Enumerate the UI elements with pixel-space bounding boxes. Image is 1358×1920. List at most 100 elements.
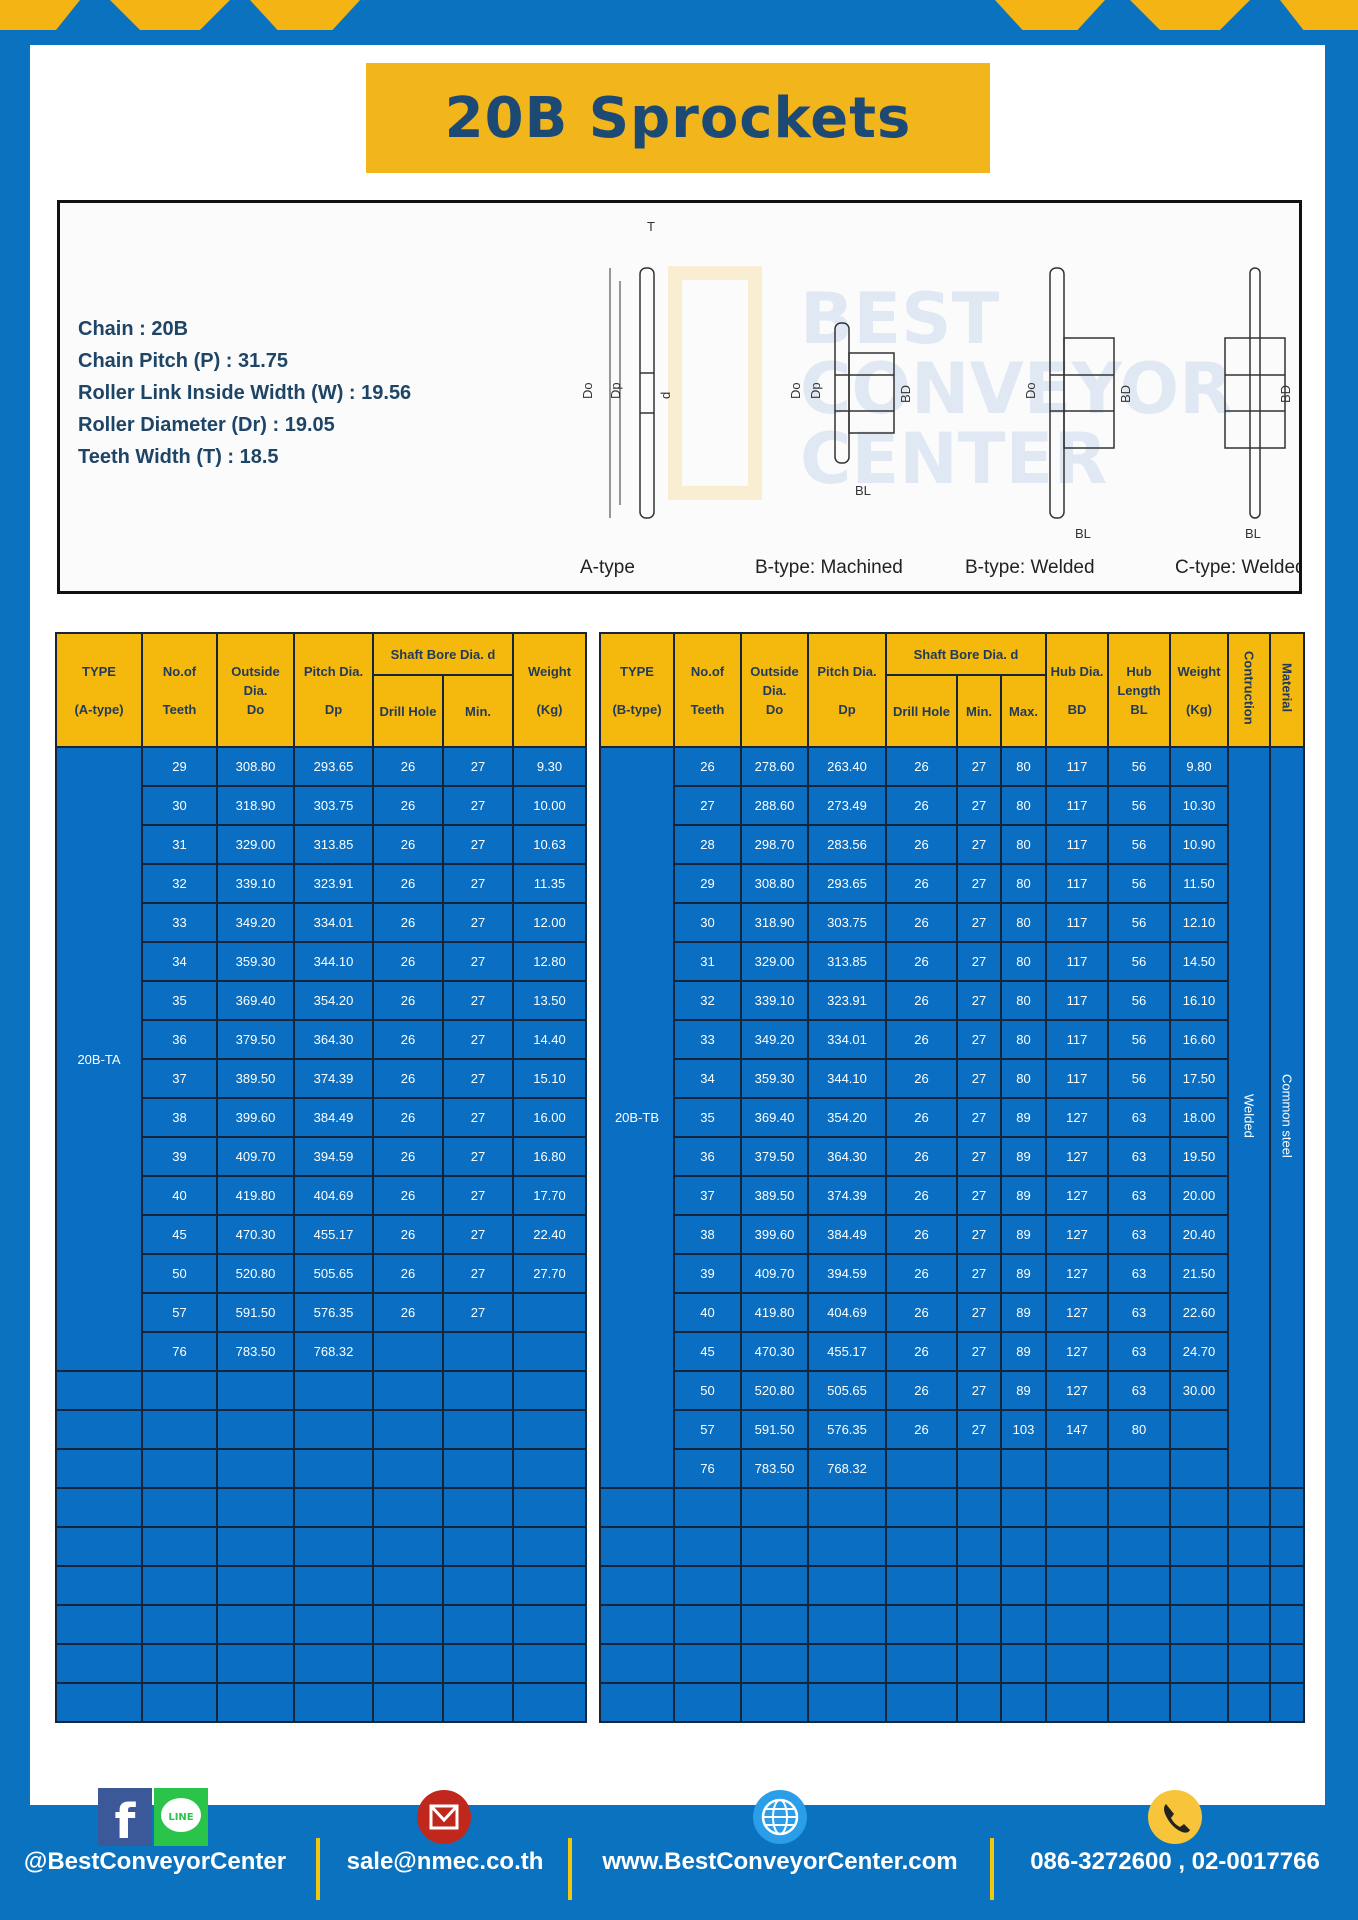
table-cell: 15.10 — [512, 1058, 587, 1099]
svg-text:BEST: BEST — [800, 278, 1000, 360]
table-row: 34 359.30 344.10 26 27 12.80 — [56, 941, 587, 982]
sprocket-c-welded — [1224, 267, 1286, 519]
email-contact[interactable]: sale@nmec.co.th — [330, 1780, 560, 1920]
table-cell: 40 — [673, 1292, 742, 1333]
empty-cell — [807, 1565, 887, 1606]
empty-cell — [1107, 1682, 1172, 1723]
table-cell: 89 — [999, 1214, 1048, 1255]
header-type: TYPE (B-type) — [599, 632, 675, 748]
table-cell: 389.50 — [216, 1058, 295, 1099]
table-cell: 26 — [885, 1409, 958, 1450]
blank-row — [599, 1604, 1306, 1645]
email-address[interactable]: sale@nmec.co.th — [346, 1848, 544, 1875]
empty-cell — [372, 1487, 444, 1528]
table-cell: 26 — [885, 863, 958, 904]
table-cell: 63 — [1107, 1097, 1172, 1138]
empty-cell — [216, 1643, 295, 1684]
table-cell: 20.40 — [1169, 1214, 1230, 1255]
table-cell: 394.59 — [293, 1136, 374, 1177]
table-cell: 21.50 — [1169, 1253, 1230, 1294]
empty-cell — [807, 1604, 887, 1645]
empty-cell — [442, 1370, 514, 1411]
table-cell: 38 — [673, 1214, 742, 1255]
table-cell: 36 — [673, 1136, 742, 1177]
table-cell: 33 — [141, 902, 218, 943]
header-shaft-bore: Shaft Bore Dia. d — [884, 632, 1048, 676]
blank-row — [599, 1565, 1306, 1606]
table-cell: 16.60 — [1169, 1019, 1230, 1060]
table-row: 40 419.80 404.69 26 27 17.70 — [56, 1175, 587, 1216]
table-row: 37 389.50 374.39 26 27 15.10 — [56, 1058, 587, 1099]
table-cell: 293.65 — [807, 863, 887, 904]
table-cell: 26 — [372, 902, 444, 943]
empty-cell — [956, 1487, 1002, 1528]
table-cell: 50 — [141, 1253, 218, 1294]
table-cell: 89 — [999, 1175, 1048, 1216]
table-cell: 26 — [885, 902, 958, 943]
table-cell: 576.35 — [807, 1409, 887, 1450]
empty-cell — [1227, 1604, 1272, 1645]
table-cell: 20.00 — [1169, 1175, 1230, 1216]
empty-cell — [55, 1682, 143, 1723]
table-cell: 27 — [956, 746, 1002, 787]
watermark-logo: BEST CONVEYOR CENTER — [668, 266, 1233, 500]
table-cell: 17.50 — [1169, 1058, 1230, 1099]
svg-text:Do: Do — [580, 382, 595, 399]
table-cell: 76 — [673, 1448, 742, 1489]
table-cell: 56 — [1107, 1019, 1172, 1060]
table-cell: 45 — [673, 1331, 742, 1372]
header-hub-length: Hub Length BL — [1107, 632, 1172, 748]
empty-cell — [1107, 1565, 1172, 1606]
empty-cell — [1227, 1526, 1272, 1567]
table-cell: 27 — [956, 863, 1002, 904]
table-cell: 359.30 — [740, 1058, 809, 1099]
table-cell: 13.50 — [512, 980, 587, 1021]
spec-pitch: Chain Pitch (P) : 31.75 — [78, 350, 289, 372]
table-row: 50 520.80 505.65 26 27 89 127 63 30.00 — [600, 1370, 1304, 1411]
blank-row — [55, 1682, 587, 1723]
table-cell: 283.56 — [807, 824, 887, 865]
corner-stripe — [0, 0, 80, 30]
phone-contact[interactable]: 086-3272600 , 02-0017766 — [1000, 1780, 1350, 1920]
blank-row — [55, 1409, 587, 1450]
table-cell: 27 — [442, 1058, 514, 1099]
empty-cell — [673, 1682, 742, 1723]
social-contact[interactable]: f LINE @BestConveyorCenter — [10, 1780, 300, 1920]
empty-cell — [55, 1370, 143, 1411]
table-cell: 26 — [885, 1175, 958, 1216]
table-cell: 33 — [673, 1019, 742, 1060]
header-construction: Contruction — [1227, 632, 1272, 748]
spec-inside-width: Roller Link Inside Width (W) : 19.56 — [78, 382, 412, 404]
table-cell: 27 — [956, 980, 1002, 1021]
website-contact[interactable]: www.BestConveyorCenter.com — [580, 1780, 980, 1920]
table-cell: 10.63 — [512, 824, 587, 865]
table-cell — [956, 1448, 1002, 1489]
blank-row — [55, 1604, 587, 1645]
table-cell: 28 — [673, 824, 742, 865]
phone-numbers[interactable]: 086-3272600 , 02-0017766 — [1030, 1848, 1320, 1875]
table-cell: 27.70 — [512, 1253, 587, 1294]
social-handle[interactable]: @BestConveyorCenter — [23, 1848, 287, 1875]
table-cell: 308.80 — [740, 863, 809, 904]
table-cell: 30 — [673, 902, 742, 943]
empty-cell — [1045, 1526, 1110, 1567]
table-cell: 329.00 — [740, 941, 809, 982]
empty-cell — [372, 1526, 444, 1567]
table-cell: 63 — [1107, 1253, 1172, 1294]
website-link[interactable]: www.BestConveyorCenter.com — [602, 1848, 958, 1875]
table-cell: 127 — [1045, 1214, 1110, 1255]
blank-row — [55, 1643, 587, 1684]
b-type-table: TYPE (B-type) No.of Teeth Outside Dia. Do Pi… — [599, 632, 1306, 1723]
svg-text:d: d — [658, 392, 673, 399]
table-cell — [1107, 1448, 1172, 1489]
empty-cell — [216, 1604, 295, 1645]
table-row: 76 783.50 768.32 — [56, 1331, 587, 1372]
table-cell: 30.00 — [1169, 1370, 1230, 1411]
divider — [990, 1838, 994, 1900]
blank-row — [55, 1370, 587, 1411]
empty-cell — [807, 1487, 887, 1528]
table-cell: 117 — [1045, 902, 1110, 943]
empty-cell — [293, 1409, 374, 1450]
table-cell — [885, 1448, 958, 1489]
empty-cell — [512, 1526, 587, 1567]
